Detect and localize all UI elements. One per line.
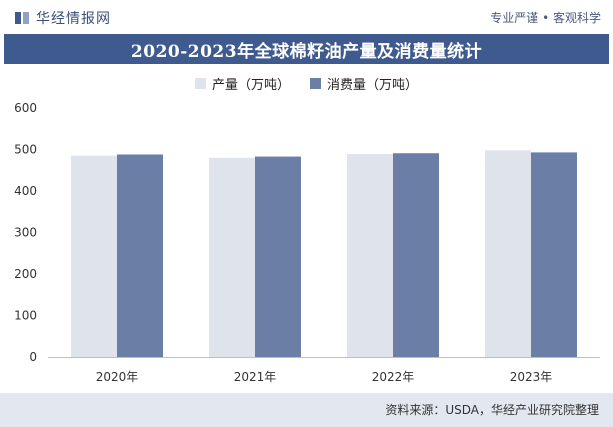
brand: 华经情报网 <box>14 8 111 28</box>
bar-consumption <box>531 152 577 357</box>
chart-title: 2020-2023年全球棉籽油产量及消费量统计 <box>130 41 483 62</box>
bar-production <box>347 154 393 357</box>
y-tick-label: 200 <box>14 267 37 281</box>
bar-production <box>209 157 255 357</box>
legend-swatch-consumption <box>310 78 321 89</box>
y-tick-label: 100 <box>14 309 37 323</box>
footer-band <box>0 393 613 427</box>
y-tick-label: 600 <box>14 101 37 115</box>
bar-production <box>485 150 531 357</box>
y-tick-label: 0 <box>29 350 37 364</box>
legend-label-production: 产量（万吨） <box>211 78 290 93</box>
brand-name: 华经情报网 <box>36 11 111 27</box>
bar-chart: 0 100 200 300 400 500 600 2020年 2021年 2022年 2023年 <box>14 101 600 384</box>
bar-production <box>71 155 117 357</box>
tagline: 专业严谨 • 客观科学 <box>490 11 601 25</box>
source-note: 资料来源：USDA，华经产业研究院整理 <box>385 403 599 417</box>
bar-consumption <box>255 156 301 357</box>
bar-consumption <box>117 154 163 357</box>
top-bar: 华经情报网 专业严谨 • 客观科学 <box>0 0 613 34</box>
title-band: 2020-2023年全球棉籽油产量及消费量统计 <box>4 34 609 64</box>
y-tick-label: 400 <box>14 184 37 198</box>
legend-label-consumption: 消费量（万吨） <box>327 78 419 93</box>
x-tick-label: 2021年 <box>234 370 277 384</box>
legend-item-production: 产量（万吨） <box>194 74 290 93</box>
x-tick-label: 2023年 <box>510 370 553 384</box>
brand-logo-icon <box>15 12 29 24</box>
bar-consumption <box>393 153 439 357</box>
x-tick-label: 2020年 <box>96 370 139 384</box>
y-tick-label: 300 <box>14 226 37 240</box>
legend-swatch-production <box>194 78 206 89</box>
legend-item-consumption: 消费量（万吨） <box>310 74 418 93</box>
chart-legend: 产量（万吨） 消费量（万吨） <box>0 74 613 93</box>
y-tick-label: 500 <box>14 143 37 157</box>
x-tick-label: 2022年 <box>372 370 415 384</box>
